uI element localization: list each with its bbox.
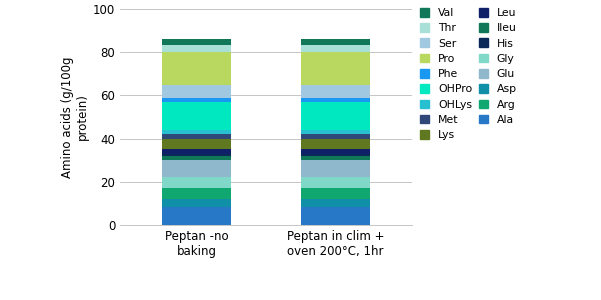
Bar — [162, 207, 231, 225]
Bar — [162, 85, 231, 98]
Bar — [300, 188, 370, 199]
Bar — [300, 178, 370, 188]
Bar — [300, 45, 370, 52]
Bar — [162, 160, 231, 178]
Bar — [162, 154, 231, 156]
Bar — [300, 98, 370, 102]
Bar — [162, 156, 231, 160]
Bar — [162, 98, 231, 102]
Bar — [300, 102, 370, 130]
Bar — [300, 52, 370, 85]
Bar — [162, 134, 231, 139]
Legend: Val, Thr, Ser, Pro, Phe, OHPro, OHLys, Met, Lys, Leu, Ileu, His, Gly, Glu, Asp, : Val, Thr, Ser, Pro, Phe, OHPro, OHLys, M… — [420, 8, 517, 140]
Bar — [300, 199, 370, 207]
Bar — [300, 130, 370, 134]
Bar — [162, 178, 231, 188]
Bar — [162, 52, 231, 85]
Y-axis label: Amino acids (g/100g
protein): Amino acids (g/100g protein) — [61, 56, 89, 178]
Bar — [300, 156, 370, 160]
Bar — [162, 188, 231, 199]
Bar — [300, 139, 370, 149]
Bar — [162, 130, 231, 134]
Bar — [300, 85, 370, 98]
Bar — [162, 45, 231, 52]
Bar — [162, 139, 231, 149]
Bar — [300, 160, 370, 178]
Bar — [300, 207, 370, 225]
Bar — [162, 102, 231, 130]
Bar — [162, 149, 231, 154]
Bar — [162, 199, 231, 207]
Bar — [300, 149, 370, 154]
Bar — [162, 39, 231, 45]
Bar — [300, 154, 370, 156]
Bar — [300, 39, 370, 45]
Bar — [300, 134, 370, 139]
